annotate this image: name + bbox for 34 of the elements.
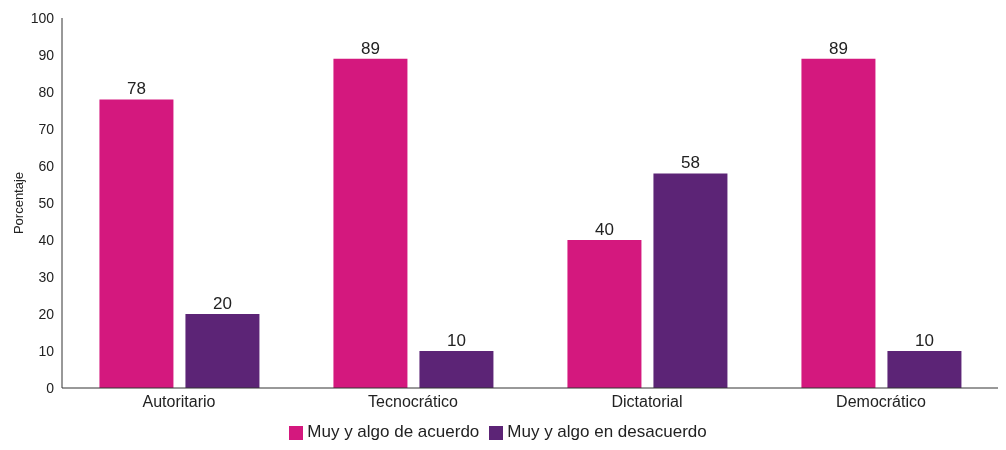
- y-tick-label: 10: [38, 342, 55, 359]
- x-tick-label: Tecnocrático: [368, 393, 459, 411]
- bar: [419, 351, 494, 388]
- data-label: 58: [680, 153, 700, 173]
- bar: [99, 99, 174, 388]
- y-tick-label: 90: [38, 46, 55, 63]
- data-label: 78: [126, 79, 146, 99]
- data-label: 10: [914, 331, 934, 350]
- legend-label: Muy y algo en desacuerdo: [507, 422, 707, 441]
- y-tick-label: 60: [38, 157, 55, 174]
- y-tick-label: 80: [38, 83, 55, 100]
- y-tick-label: 50: [38, 194, 55, 211]
- data-label: 89: [360, 38, 380, 58]
- bar: [333, 58, 408, 388]
- bar: [567, 240, 642, 388]
- data-label: 89: [828, 38, 848, 58]
- bar: [653, 173, 728, 388]
- y-axis-title: Porcentaje: [10, 171, 26, 235]
- y-tick-label: 30: [38, 268, 55, 285]
- y-tick-label: 40: [38, 231, 55, 248]
- data-label: 10: [446, 331, 466, 350]
- x-tick-label: Autoritario: [142, 393, 216, 411]
- x-tick-label: Democrático: [836, 393, 926, 411]
- bar: [801, 58, 876, 388]
- y-tick-label: 100: [30, 9, 55, 26]
- data-label: 20: [212, 294, 232, 313]
- legend-label: Muy y algo de acuerdo: [307, 422, 480, 441]
- y-tick-label: 0: [46, 379, 55, 396]
- bar: [887, 351, 962, 388]
- data-label: 40: [594, 220, 614, 239]
- bar: [185, 314, 260, 388]
- x-tick-label: Dictatorial: [611, 393, 683, 411]
- y-tick-label: 70: [38, 120, 55, 137]
- y-tick-label: 20: [38, 305, 55, 322]
